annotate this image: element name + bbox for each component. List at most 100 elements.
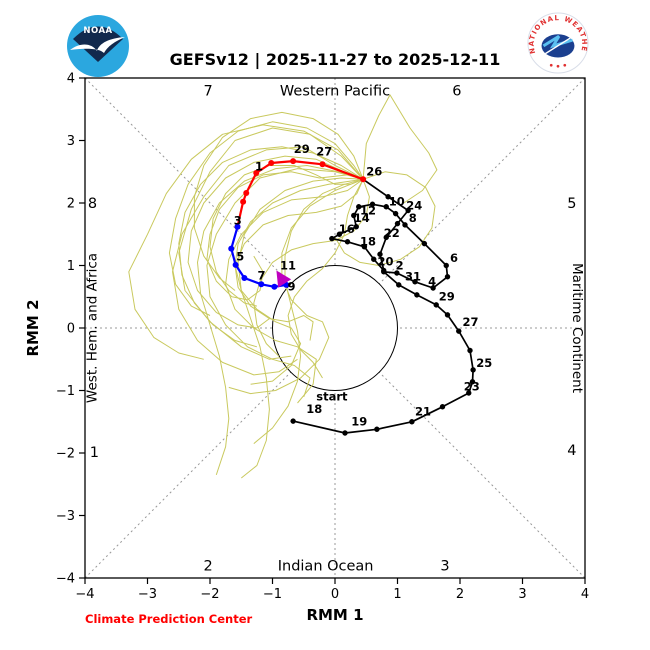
observed-point xyxy=(444,274,451,280)
date-label: 29 xyxy=(439,290,455,304)
observed-point xyxy=(361,244,368,250)
date-label: 27 xyxy=(463,315,479,329)
date-label: 11 xyxy=(280,258,296,272)
phase-label: 2 xyxy=(204,559,213,575)
date-label: 31 xyxy=(405,270,421,284)
x-tick-label: 2 xyxy=(456,587,464,602)
y-tick-label: 0 xyxy=(67,322,75,337)
ensemble-member-line xyxy=(209,165,364,307)
observed-point xyxy=(421,240,428,247)
ensemble-member-line xyxy=(334,171,436,266)
observed-point xyxy=(353,224,359,230)
ensemble-member-line xyxy=(253,179,370,357)
forecast-week1-point xyxy=(243,190,250,196)
ensemble-member-line xyxy=(287,179,364,379)
y-tick-label: 1 xyxy=(67,259,75,274)
ensemble-member-line xyxy=(362,94,438,204)
phase-label: 3 xyxy=(440,559,449,575)
observed-point xyxy=(444,312,451,318)
y-tick-label: 3 xyxy=(67,134,75,149)
observed-point xyxy=(383,204,389,210)
date-label: 25 xyxy=(476,356,492,370)
forecast-week2-point xyxy=(234,223,241,230)
y-tick-label: −1 xyxy=(56,384,75,399)
date-label: 7 xyxy=(258,268,266,282)
phase-label: 7 xyxy=(204,84,213,100)
observed-trajectory-line xyxy=(292,178,474,434)
date-label: 23 xyxy=(464,380,480,394)
forecast-week2-point xyxy=(271,283,278,290)
observed-point xyxy=(369,201,376,207)
observed-point xyxy=(430,285,436,291)
observed-point xyxy=(469,379,476,385)
observed-point xyxy=(344,239,351,245)
observed-point xyxy=(456,328,462,334)
phase-label: 1 xyxy=(90,445,99,461)
x-axis-label: RMM 1 xyxy=(306,606,363,624)
noaa-logo: NOAA xyxy=(67,15,129,77)
forecast-week1-point xyxy=(253,170,260,176)
observed-point xyxy=(383,234,389,241)
phase-label: 8 xyxy=(88,196,97,212)
forecast-week2-point xyxy=(228,245,235,252)
forecast-week1-point xyxy=(240,198,247,205)
page-title: GEFSv12 | 2025-11-27 to 2025-12-11 xyxy=(169,50,501,69)
forecast-week2-point xyxy=(232,261,239,268)
ensemble-member-line xyxy=(168,121,364,316)
observed-point xyxy=(394,270,400,276)
y-tick-label: 2 xyxy=(67,197,75,212)
x-tick-label: −4 xyxy=(75,587,94,602)
date-label: 10 xyxy=(389,195,405,209)
observed-point xyxy=(466,390,472,396)
date-label: 24 xyxy=(406,198,422,212)
x-tick-label: 4 xyxy=(581,587,589,602)
date-label: 18 xyxy=(306,402,322,416)
unit-circle xyxy=(272,265,398,391)
date-label: 18 xyxy=(360,235,376,249)
region-label: Indian Ocean xyxy=(278,559,374,575)
forecast-week2-point xyxy=(241,275,248,281)
date-label: 1 xyxy=(255,160,263,174)
date-label: 6 xyxy=(450,251,458,265)
date-label: 2 xyxy=(396,258,404,272)
noaa-logo-text: NOAA xyxy=(83,26,112,36)
noaa-seagull-icon xyxy=(70,37,125,53)
observed-point xyxy=(374,426,380,432)
noaa-logo-kite-shape xyxy=(73,26,123,62)
credit-text: Climate Prediction Center xyxy=(85,612,253,626)
forecast-week1-point xyxy=(290,158,297,165)
nws-streak xyxy=(545,36,572,55)
date-label: 14 xyxy=(354,211,370,225)
x-tick-label: −1 xyxy=(263,587,282,602)
ensemble-member-line xyxy=(228,178,364,395)
observed-point xyxy=(377,251,383,257)
observed-point xyxy=(385,194,391,200)
ensemble-member-line xyxy=(193,111,364,291)
phase-label: 6 xyxy=(452,84,461,100)
date-label: 5 xyxy=(236,250,244,264)
nws-dot xyxy=(563,63,567,67)
y-axis-label: RMM 2 xyxy=(24,299,42,356)
ensemble-member-line xyxy=(178,146,364,348)
forecast-week1-point xyxy=(268,160,275,166)
date-label: 9 xyxy=(288,280,296,294)
date-label: start xyxy=(316,390,348,404)
observed-point xyxy=(394,220,401,227)
forecast-week1-point xyxy=(360,176,367,183)
x-tick-label: 3 xyxy=(518,587,526,602)
observed-point xyxy=(396,282,402,288)
observed-point xyxy=(405,207,411,214)
observed-point xyxy=(356,204,362,210)
ensemble-member-line xyxy=(225,178,364,404)
observed-point xyxy=(392,210,399,217)
region-label: Western Pacific xyxy=(280,84,390,100)
observed-point xyxy=(342,430,348,436)
date-label: 26 xyxy=(366,165,382,179)
observed-point xyxy=(433,302,439,308)
observed-point xyxy=(414,292,420,298)
ensemble-member-line xyxy=(187,155,364,329)
date-label: 12 xyxy=(360,203,376,217)
y-tick-label: −4 xyxy=(56,572,75,587)
date-label: 19 xyxy=(351,415,367,429)
